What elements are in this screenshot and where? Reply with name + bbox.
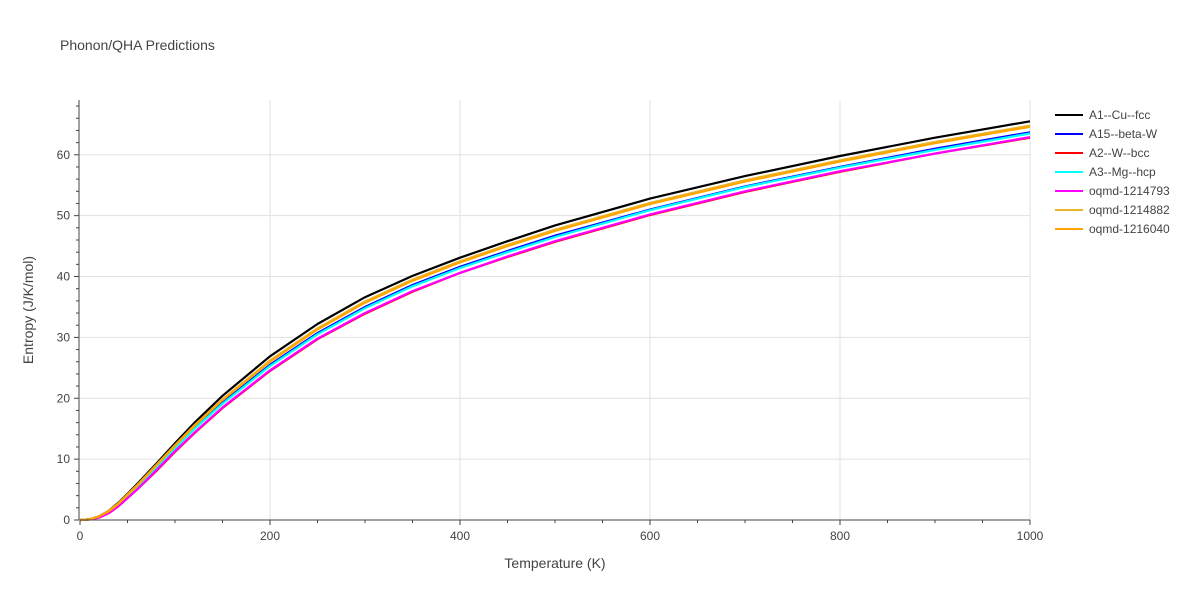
x-axis-title: Temperature (K)	[504, 555, 605, 571]
y-tick-label: 20	[57, 391, 71, 405]
legend-item[interactable]: A1--Cu--fcc	[1055, 108, 1150, 122]
legend[interactable]: A1--Cu--fcc A15--beta-W A2--W--bcc A3--Mg--…	[1055, 108, 1170, 236]
y-tick-label: 0	[63, 513, 70, 527]
x-tick-label: 1000	[1017, 529, 1044, 543]
y-tick-label: 10	[57, 452, 71, 466]
series-line-A2--W--bcc	[79, 136, 1031, 522]
legend-item[interactable]: oqmd-1216040	[1055, 222, 1170, 236]
chart-title: Phonon/QHA Predictions	[60, 37, 215, 53]
x-tick-label: 800	[830, 529, 850, 543]
legend-label: A1--Cu--fcc	[1089, 108, 1150, 122]
grid-lines	[80, 100, 1031, 520]
legend-label: oqmd-1214882	[1089, 203, 1170, 217]
series-line-oqmd-1214793	[79, 136, 1031, 522]
y-tick-label: 50	[57, 209, 71, 223]
series-line-oqmd-1214882	[79, 124, 1031, 522]
series-line-A15--beta-W	[79, 131, 1031, 522]
y-tick-label: 60	[57, 148, 71, 162]
x-tick-label: 600	[640, 529, 660, 543]
legend-item[interactable]: oqmd-1214793	[1055, 184, 1170, 198]
series-lines	[79, 120, 1031, 522]
x-tick-label: 200	[260, 529, 280, 543]
series-line-A1--Cu--fcc	[79, 120, 1031, 522]
legend-label: oqmd-1214793	[1089, 184, 1170, 198]
legend-label: oqmd-1216040	[1089, 222, 1170, 236]
y-tick-label: 40	[57, 270, 71, 284]
y-tick-label: 30	[57, 330, 71, 344]
legend-label: A2--W--bcc	[1089, 146, 1149, 160]
axes: 0 200 400 600 800 1000 0 10 20 30 40 50 60	[57, 100, 1044, 543]
legend-item[interactable]: oqmd-1214882	[1055, 203, 1170, 217]
legend-item[interactable]: A15--beta-W	[1055, 127, 1158, 141]
x-tick-label: 400	[450, 529, 470, 543]
legend-label: A15--beta-W	[1089, 127, 1158, 141]
legend-label: A3--Mg--hcp	[1089, 165, 1156, 179]
legend-item[interactable]: A2--W--bcc	[1055, 146, 1149, 160]
series-line-A3--Mg--hcp	[79, 132, 1031, 522]
series-line-oqmd-1216040	[79, 125, 1031, 522]
legend-item[interactable]: A3--Mg--hcp	[1055, 165, 1156, 179]
x-tick-label: 0	[77, 529, 84, 543]
y-axis-title: Entropy (J/K/mol)	[20, 256, 36, 364]
